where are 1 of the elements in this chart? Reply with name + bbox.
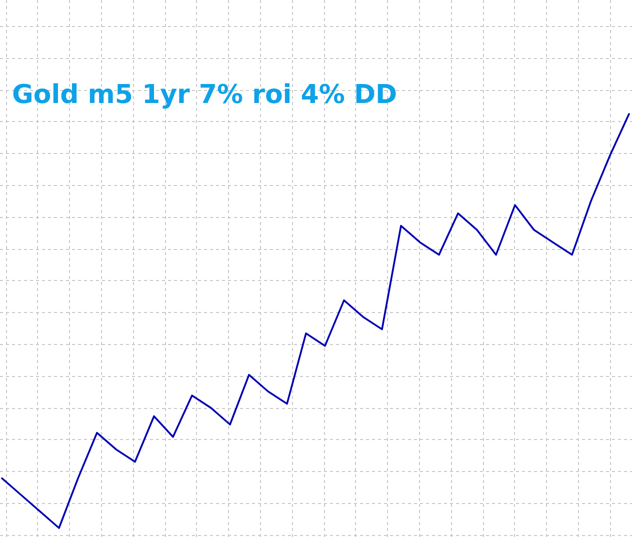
chart-title: Gold m5 1yr 7% roi 4% DD — [12, 80, 398, 110]
